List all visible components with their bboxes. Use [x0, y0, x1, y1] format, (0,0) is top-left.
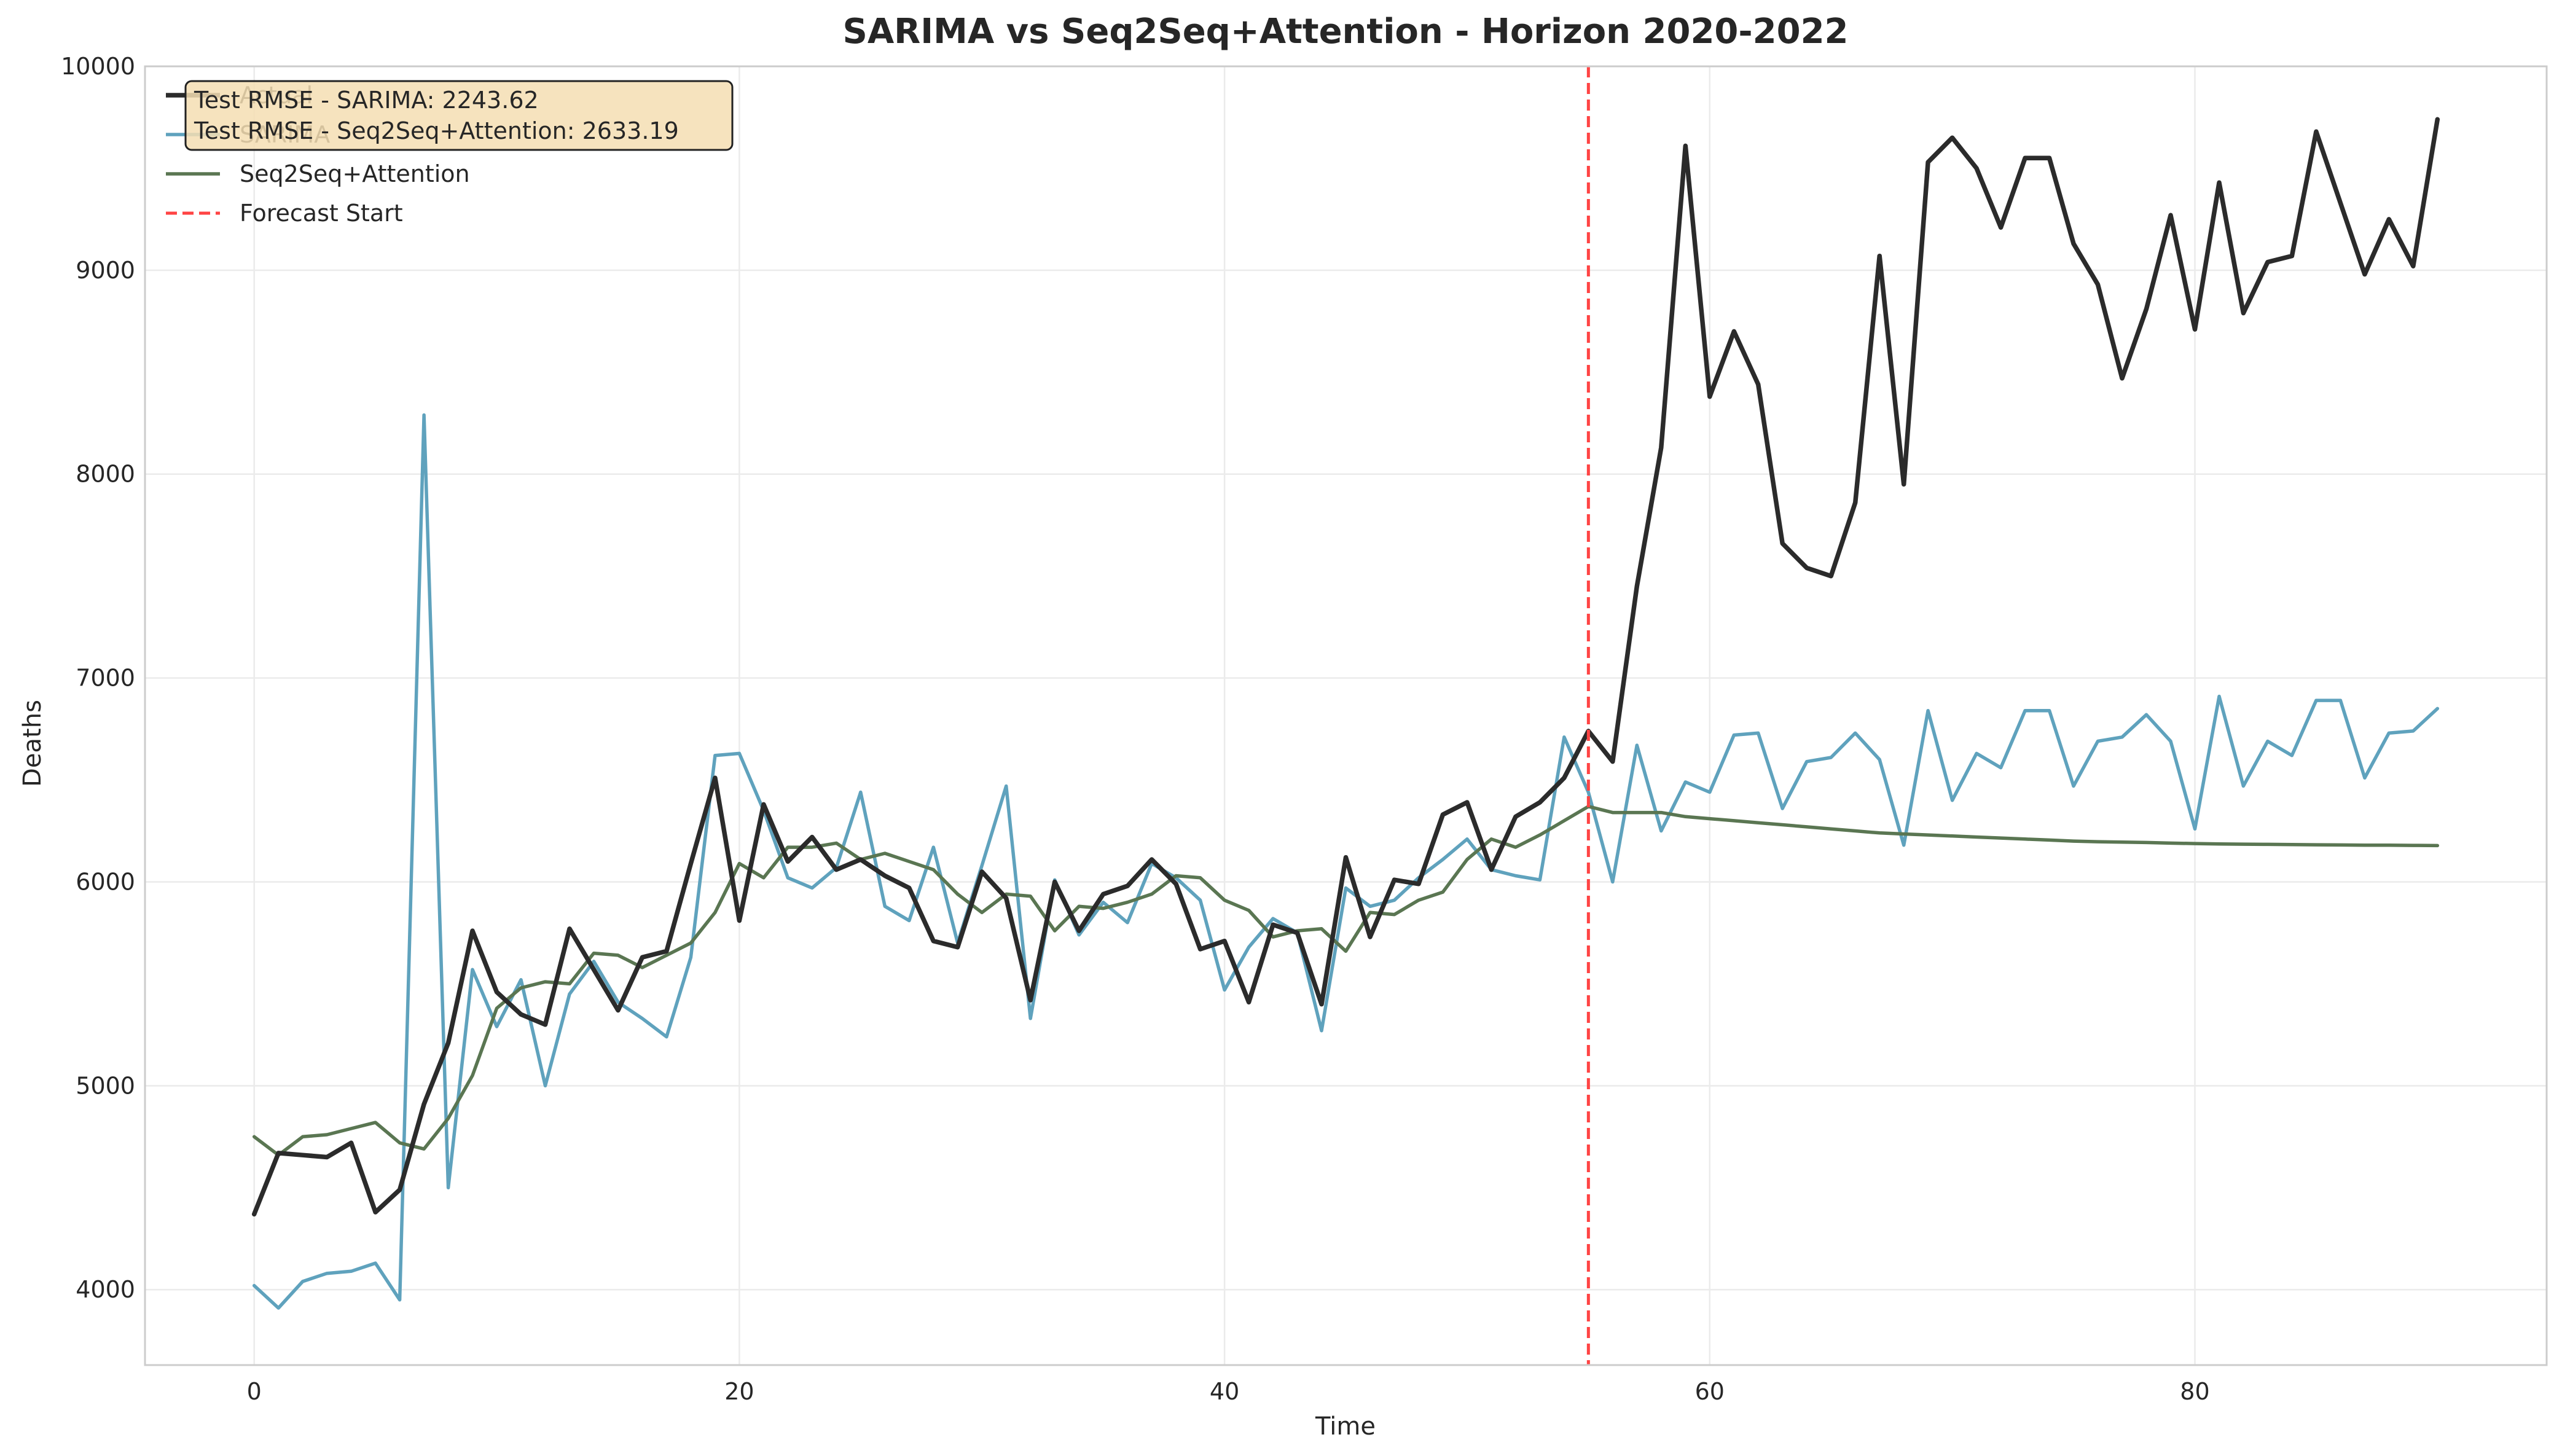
series-line-actual	[251, 117, 2440, 1217]
series-layer	[251, 66, 2440, 1365]
y-tick-label: 7000	[76, 665, 135, 692]
tick-layer: 0 20 40 60 80 4000 5000 6000 7000 8000 9000 10000	[61, 53, 2210, 1405]
y-tick-label: 4000	[76, 1276, 135, 1303]
series-line-seq2seq-attention	[252, 804, 2440, 1157]
legend-label: Forecast Start	[240, 200, 403, 227]
series-line-sarima	[252, 413, 2440, 1310]
x-tick-label: 0	[247, 1378, 262, 1405]
annotation-text: Test RMSE - SARIMA: 2243.62	[194, 87, 539, 114]
y-tick-label: 10000	[61, 53, 135, 80]
chart-title: SARIMA vs Seq2Seq+Attention - Horizon 20…	[842, 12, 1848, 52]
plot-frame	[144, 65, 2548, 1366]
x-tick-label: 40	[1210, 1378, 1239, 1405]
y-axis-label: Deaths	[18, 700, 47, 787]
grid-layer	[145, 65, 2547, 1365]
y-tick-label: 9000	[76, 257, 135, 284]
x-tick-label: 80	[2180, 1378, 2209, 1405]
y-tick-label: 6000	[76, 868, 135, 895]
annotation-background	[184, 80, 734, 151]
annotation-box: Test RMSE - SARIMA: 2243.62 Test RMSE - S…	[184, 80, 734, 151]
x-axis-label: Time	[1315, 1412, 1376, 1441]
x-tick-label: 20	[724, 1378, 754, 1405]
y-tick-label: 8000	[76, 461, 135, 488]
annotation-text: Test RMSE - Seq2Seq+Attention: 2633.19	[194, 117, 679, 144]
x-tick-label: 60	[1695, 1378, 1725, 1405]
y-tick-label: 5000	[76, 1072, 135, 1099]
legend-label: Seq2Seq+Attention	[240, 160, 470, 187]
